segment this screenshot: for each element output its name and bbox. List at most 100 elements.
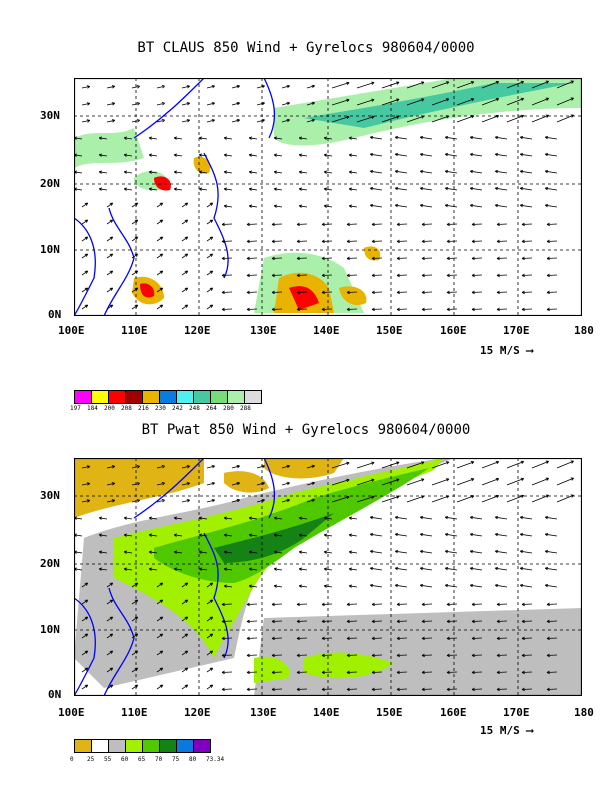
- wind-arrow: [421, 602, 433, 607]
- colorbar-swatch: [227, 390, 245, 404]
- wind-arrow: [431, 81, 450, 89]
- colorbar-swatch: [142, 739, 160, 753]
- wind-arrow: [444, 152, 458, 157]
- x-tick-label: 110E: [121, 324, 148, 337]
- wind-arrow: [74, 533, 83, 537]
- wind-arrow: [419, 203, 433, 208]
- wind-arrow: [446, 602, 458, 607]
- wind-arrow: [198, 136, 208, 140]
- wind-arrow: [298, 584, 308, 588]
- wind-arrow: [246, 273, 258, 278]
- wind-arrow: [181, 482, 191, 486]
- wind-arrow: [206, 287, 214, 293]
- panel1-map: [74, 78, 582, 316]
- wind-arrow: [248, 170, 258, 174]
- wind-arrow: [206, 582, 214, 588]
- wind-arrow: [81, 270, 89, 276]
- wind-arrow: [469, 532, 483, 537]
- wind-arrow: [531, 494, 550, 503]
- wind-arrow: [471, 687, 483, 692]
- wind-arrow: [371, 290, 383, 295]
- wind-arrow: [321, 222, 333, 227]
- wind-arrow: [323, 204, 333, 208]
- wind-arrow: [74, 170, 83, 174]
- wind-arrow: [106, 304, 114, 310]
- wind-arrow: [346, 670, 358, 675]
- wind-arrow: [494, 532, 508, 537]
- wind-arrow: [519, 186, 533, 191]
- wind-arrow: [296, 307, 308, 312]
- wind-arrow: [331, 495, 350, 503]
- wind-arrow: [221, 256, 233, 261]
- wind-arrow: [181, 616, 189, 622]
- wind-arrow: [306, 464, 315, 469]
- wind-arrow: [531, 477, 550, 486]
- wind-arrow: [81, 253, 89, 259]
- wind-arrow: [419, 532, 433, 537]
- wind-arrow: [106, 85, 116, 89]
- wind-arrow: [223, 550, 233, 554]
- wind-arrow: [369, 532, 383, 537]
- wind-arrow: [394, 152, 408, 157]
- wind-arrow: [81, 582, 89, 588]
- wind-arrow: [496, 290, 508, 295]
- wind-arrow: [544, 152, 558, 157]
- wind-arrow: [346, 619, 358, 624]
- wind-arrow: [221, 670, 233, 675]
- wind-arrow: [156, 599, 164, 605]
- wind-arrow: [106, 599, 114, 605]
- wind-arrow: [519, 515, 533, 520]
- wind-arrow: [348, 550, 358, 554]
- wind-arrow: [394, 532, 408, 537]
- wind-arrow: [521, 653, 533, 658]
- wind-arrow: [446, 636, 458, 641]
- wind-arrow: [181, 270, 189, 276]
- wind-arrow: [256, 84, 265, 89]
- wind-arrow: [246, 222, 258, 227]
- wind-arrow: [206, 684, 214, 690]
- wind-arrow: [106, 482, 116, 486]
- wind-arrow: [248, 153, 258, 157]
- wind-arrow: [106, 667, 114, 673]
- wind-arrow: [271, 619, 283, 624]
- wind-arrow: [106, 253, 114, 259]
- wind-arrow: [81, 482, 91, 486]
- x-tick-label: 100E: [58, 324, 85, 337]
- wind-arrow: [156, 482, 166, 486]
- wind-arrow: [156, 633, 164, 639]
- wind-arrow: [156, 85, 166, 89]
- wind-arrow: [131, 202, 139, 208]
- wind-arrow: [444, 532, 458, 537]
- wind-arrow: [156, 270, 164, 276]
- wind-arrow: [81, 667, 89, 673]
- wind-arrow: [546, 307, 558, 312]
- wind-arrow: [481, 80, 500, 89]
- wind-arrow: [394, 203, 408, 208]
- wind-arrow: [481, 114, 500, 123]
- wind-arrow: [221, 602, 233, 607]
- wind-arrow: [106, 684, 114, 690]
- wind-arrow: [496, 307, 508, 312]
- wind-arrow: [181, 684, 189, 690]
- wind-arrow: [471, 307, 483, 312]
- wind-arrow: [148, 533, 158, 537]
- wind-arrow: [346, 273, 358, 278]
- wind-arrow: [469, 566, 483, 571]
- wind-arrow: [421, 273, 433, 278]
- wind-arrow: [396, 222, 408, 227]
- wind-arrow: [246, 670, 258, 675]
- wind-arrow: [544, 532, 558, 537]
- wind-arrow: [223, 187, 233, 191]
- colorbar-swatch: [108, 390, 126, 404]
- wind-arrow: [148, 153, 158, 157]
- wind-arrow: [546, 687, 558, 692]
- wind-arrow: [471, 239, 483, 244]
- wind-arrow: [556, 80, 574, 89]
- wind-arrow: [331, 81, 350, 89]
- wind-arrow: [556, 114, 574, 123]
- wind-arrow: [281, 118, 290, 123]
- wind-arrow: [256, 498, 265, 503]
- wind-arrow: [396, 307, 408, 312]
- wind-arrow: [223, 584, 233, 588]
- wind-arrow: [496, 653, 508, 658]
